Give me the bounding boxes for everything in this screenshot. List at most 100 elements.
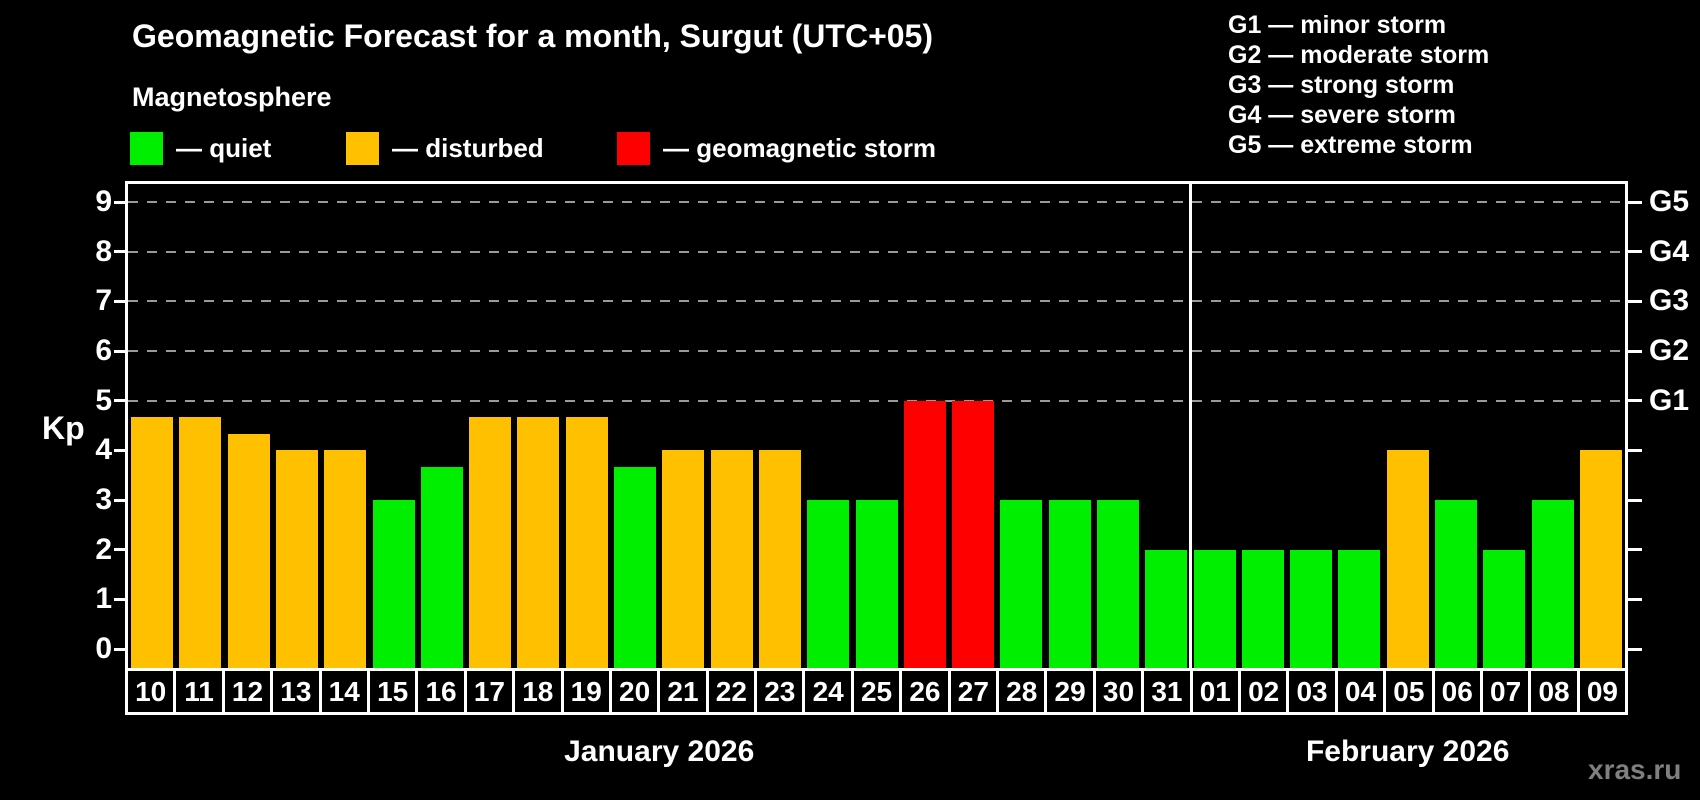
day-label-29: 29 xyxy=(1044,668,1096,715)
y-axis-label-2: 2 xyxy=(95,532,112,566)
page-title: Geomagnetic Forecast for a month, Surgut… xyxy=(132,18,933,54)
storm-color-swatch xyxy=(617,132,650,165)
legend-label-storm: — geomagnetic storm xyxy=(663,133,937,163)
day-label-17: 17 xyxy=(463,668,516,715)
y-tick-right-4 xyxy=(1628,448,1642,452)
legend-item-storm: — geomagnetic storm xyxy=(617,132,936,165)
bar-day-31 xyxy=(1145,549,1188,668)
day-label-26: 26 xyxy=(899,668,951,715)
day-label-01: 01 xyxy=(1189,668,1241,715)
day-label-31: 31 xyxy=(1141,668,1193,715)
g-legend-item-g4: G4 — severe storm xyxy=(1228,101,1456,129)
day-label-13: 13 xyxy=(270,668,322,715)
y-tick-left-3 xyxy=(114,498,128,502)
g-axis-label-g1: G1 xyxy=(1649,383,1690,417)
y-axis-label-7: 7 xyxy=(95,284,112,318)
y-tick-right-6 xyxy=(1628,349,1642,353)
bar-day-10 xyxy=(131,417,174,668)
y-axis-label-9: 9 xyxy=(95,185,112,219)
day-label-27: 27 xyxy=(947,668,1000,715)
gridline-kp9 xyxy=(128,201,1625,204)
day-label-18: 18 xyxy=(512,668,564,715)
y-tick-left-4 xyxy=(114,448,128,452)
day-label-11: 11 xyxy=(173,668,225,715)
bar-day-01 xyxy=(1193,549,1236,668)
y-tick-left-7 xyxy=(114,299,128,303)
day-label-03: 03 xyxy=(1286,668,1338,715)
bar-day-09 xyxy=(1579,450,1622,668)
y-tick-left-8 xyxy=(114,250,128,254)
plot-border-top xyxy=(125,181,1628,184)
gridline-kp5 xyxy=(128,399,1625,402)
y-tick-right-0 xyxy=(1628,647,1642,651)
day-label-14: 14 xyxy=(318,668,370,715)
bar-day-19 xyxy=(565,417,608,668)
y-tick-left-5 xyxy=(114,399,128,403)
day-label-19: 19 xyxy=(560,668,612,715)
g-scale-legend: G1 — minor storm G2 — moderate storm G3 — … xyxy=(1228,10,1489,160)
day-label-15: 15 xyxy=(366,668,419,715)
bar-day-26 xyxy=(903,400,946,668)
y-tick-left-9 xyxy=(114,200,128,204)
day-label-16: 16 xyxy=(415,668,467,715)
month-separator-line xyxy=(1188,184,1192,668)
day-label-07: 07 xyxy=(1479,668,1532,715)
bar-day-15 xyxy=(372,500,415,668)
y-tick-right-7 xyxy=(1628,299,1642,303)
month-label-february: February 2026 xyxy=(1305,735,1510,768)
y-axis-label-6: 6 xyxy=(95,334,112,368)
disturbed-color-swatch xyxy=(346,132,379,165)
bar-day-25 xyxy=(855,500,898,668)
bar-day-12 xyxy=(227,433,270,668)
bar-day-04 xyxy=(1338,549,1381,668)
bar-day-23 xyxy=(758,450,801,668)
day-label-10: 10 xyxy=(125,668,177,715)
g-legend-item-g2: G2 — moderate storm xyxy=(1228,41,1490,69)
y-axis-label-3: 3 xyxy=(95,483,112,517)
y-tick-left-2 xyxy=(114,548,128,552)
y-tick-right-3 xyxy=(1628,498,1642,502)
day-label-12: 12 xyxy=(221,668,274,715)
bar-day-16 xyxy=(420,466,463,668)
bar-day-28 xyxy=(1000,500,1043,668)
legend-item-quiet: — quiet xyxy=(130,132,271,165)
gridline-kp7 xyxy=(128,300,1625,303)
y-tick-right-9 xyxy=(1628,200,1642,204)
bar-day-02 xyxy=(1241,549,1284,668)
bar-day-17 xyxy=(469,417,512,668)
bar-day-08 xyxy=(1531,500,1574,668)
day-label-20: 20 xyxy=(608,668,661,715)
bar-day-13 xyxy=(276,450,319,668)
gridline-kp6 xyxy=(128,350,1625,353)
bar-day-06 xyxy=(1434,500,1477,668)
g-axis-label-g3: G3 xyxy=(1649,284,1690,318)
y-axis-label-1: 1 xyxy=(95,582,112,616)
gridline-kp8 xyxy=(128,250,1625,253)
bar-day-07 xyxy=(1483,549,1526,668)
bar-day-11 xyxy=(179,417,222,668)
day-label-22: 22 xyxy=(705,668,758,715)
y-tick-right-8 xyxy=(1628,250,1642,254)
day-label-21: 21 xyxy=(657,668,709,715)
y-tick-right-2 xyxy=(1628,548,1642,552)
bar-day-30 xyxy=(1096,500,1139,668)
y-axis-label-5: 5 xyxy=(95,383,112,417)
legend-label-disturbed: — disturbed xyxy=(392,133,544,163)
bar-day-27 xyxy=(952,400,995,668)
day-label-06: 06 xyxy=(1431,668,1483,715)
day-label-row: 10 11 12 13 14 15 16 17 18 19 20 21 22 23 24 25 26 27 28 29… xyxy=(125,668,1629,715)
day-label-30: 30 xyxy=(1092,668,1145,715)
bar-day-05 xyxy=(1386,450,1429,668)
day-label-24: 24 xyxy=(802,668,854,715)
plot-border-right xyxy=(1625,181,1628,671)
y-axis-title: Kp xyxy=(42,410,85,446)
g-axis-label-g5: G5 xyxy=(1649,185,1690,219)
bar-day-20 xyxy=(614,466,657,668)
day-label-05: 05 xyxy=(1383,668,1435,715)
y-tick-right-1 xyxy=(1628,597,1642,601)
y-tick-left-0 xyxy=(114,647,128,651)
y-axis-label-4: 4 xyxy=(95,433,112,467)
bar-day-14 xyxy=(324,450,367,668)
month-label-january: January 2026 xyxy=(564,735,755,768)
